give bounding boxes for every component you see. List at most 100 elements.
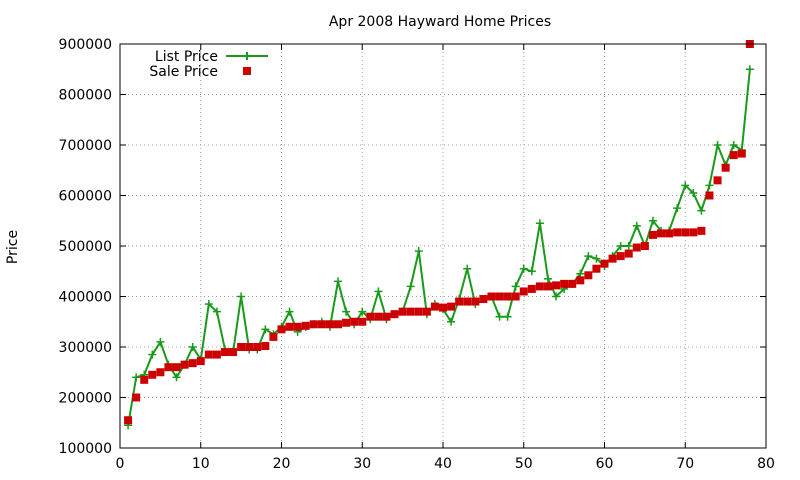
sale-price-point (681, 228, 690, 237)
sale-price-point (261, 341, 270, 350)
chart-title: Apr 2008 Hayward Home Prices (329, 14, 551, 30)
sale-price-point (229, 348, 238, 357)
list-price-point (148, 350, 157, 359)
list-price-point (592, 254, 601, 263)
list-price-point (673, 204, 682, 213)
sale-price-point (713, 176, 722, 185)
sale-price-point (616, 252, 625, 261)
y-tick-label: 800000 (59, 88, 112, 104)
sale-price-point (124, 416, 133, 425)
legend-sale-marker (243, 67, 251, 75)
sale-price-point (447, 302, 456, 311)
list-price-point (729, 141, 738, 149)
legend-list-label: List Price (155, 49, 218, 65)
sale-price-point (382, 312, 391, 321)
sale-price-point (156, 368, 165, 377)
x-tick-label: 80 (757, 456, 775, 472)
sale-price-point (301, 321, 310, 330)
list-price-point (632, 221, 641, 230)
sale-price-point (237, 343, 246, 351)
sale-price-point (648, 230, 657, 239)
list-price-point (689, 188, 698, 197)
x-tick-label: 50 (515, 456, 533, 472)
sale-price-point (665, 229, 674, 238)
list-price-point (334, 277, 343, 286)
sale-price-point (309, 320, 318, 329)
list-price-point (237, 292, 246, 301)
legend: List Price Sale Price (149, 49, 268, 80)
sale-price-point (212, 350, 221, 359)
sale-price-point (608, 254, 617, 263)
sale-price-point (600, 259, 609, 268)
axis-ticks: 0 10 20 30 40 50 60 70 80 100000 200000 300000 40000… (59, 37, 775, 472)
sale-price-point (188, 359, 197, 368)
list-price-point (261, 325, 270, 334)
list-price-point (681, 181, 690, 190)
sale-price-point (624, 249, 633, 258)
list-price-point (414, 247, 423, 256)
sale-price-point (479, 295, 488, 304)
list-price-point (745, 65, 754, 74)
y-tick-label: 600000 (59, 189, 112, 205)
sale-price-point (673, 228, 682, 237)
grid-lines (120, 44, 766, 448)
sale-price-point (342, 318, 351, 327)
sale-price-point (390, 310, 399, 319)
sale-price-point (406, 307, 415, 316)
list-price-point (543, 274, 552, 283)
series-sale-price (124, 40, 754, 425)
sale-price-point (430, 302, 439, 311)
sale-price-point (439, 303, 447, 312)
x-tick-label: 10 (192, 456, 210, 472)
sale-price-point (584, 271, 593, 280)
sale-price-point (422, 307, 431, 316)
sale-price-point (552, 281, 561, 290)
y-tick-label: 100000 (59, 441, 112, 457)
sale-price-point (737, 149, 746, 158)
sale-price-point (640, 242, 649, 250)
sale-price-point (172, 363, 181, 372)
list-price-point (406, 282, 415, 291)
x-tick-label: 20 (273, 456, 291, 472)
sale-price-point (543, 282, 552, 291)
sale-price-point (414, 307, 423, 316)
sale-price-point (325, 320, 334, 329)
list-price-point (285, 307, 294, 316)
list-price-point (584, 252, 593, 261)
sale-price-point (317, 320, 326, 329)
sale-price-point (560, 279, 569, 288)
sale-price-point (148, 370, 157, 379)
sale-price-point (285, 322, 294, 331)
list-price-point (358, 307, 367, 316)
list-price-point (697, 206, 706, 215)
sale-price-point (334, 320, 343, 329)
sale-price-point (269, 332, 278, 341)
sale-price-point (495, 292, 504, 301)
series-list-price (124, 65, 754, 430)
list-price-point (552, 292, 561, 301)
sale-price-point (245, 343, 254, 351)
sale-price-point (253, 343, 262, 351)
sale-price-point (689, 228, 698, 237)
x-tick-label: 70 (676, 456, 694, 472)
list-price-point (616, 242, 625, 250)
sale-price-point (132, 393, 141, 402)
list-price-point (527, 267, 536, 276)
list-price-point (495, 312, 504, 321)
sale-price-point (164, 363, 173, 372)
sale-price-point (576, 276, 585, 285)
sale-price-point (196, 357, 205, 366)
list-price-point (374, 287, 383, 296)
sale-price-point (374, 312, 383, 321)
sale-price-point (729, 151, 738, 160)
sale-price-point (503, 292, 512, 301)
list-price-line (127, 69, 751, 426)
list-price-point (624, 242, 633, 250)
list-price-point (713, 141, 722, 149)
sale-price-point (140, 375, 149, 384)
sale-price-point (293, 322, 302, 331)
sale-price-point (487, 292, 496, 301)
sale-price-point (471, 297, 480, 306)
list-price-point (447, 317, 456, 326)
x-tick-label: 40 (434, 456, 452, 472)
